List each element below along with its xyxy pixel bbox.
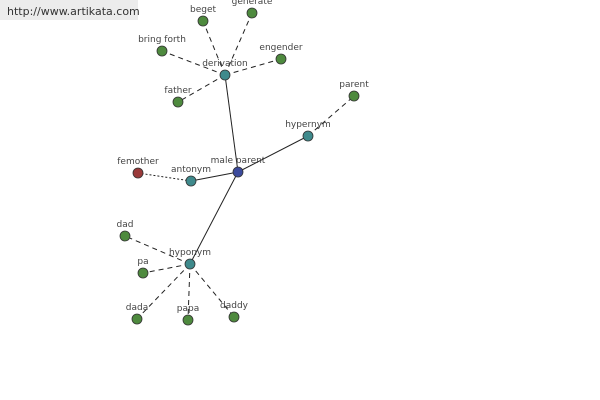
node [119,230,131,242]
node [232,166,244,178]
node-label: papa [177,304,199,314]
edges [124,12,355,321]
node-label: pa [137,257,148,267]
node [219,69,231,81]
node-label: generate [232,0,273,7]
node [132,167,144,179]
node [275,53,287,65]
edge [202,20,226,76]
node-label: antonym [171,165,211,175]
edge [224,12,253,76]
edge [187,263,191,321]
node [348,90,360,102]
node-label: femother [117,157,159,167]
node [185,175,197,187]
edge [224,74,239,173]
nodes: male parent derivation hypernym antonym hypo… [117,0,369,326]
edge [137,172,192,182]
node-label: beget [190,5,217,15]
node-label: hyponym [169,248,211,258]
watermark: http://www.artikata.com [7,5,140,18]
node [137,267,149,279]
node-label: dada [126,303,148,313]
node-label: bring forth [138,35,186,45]
edge [190,171,239,182]
node [182,314,194,326]
node [131,313,143,325]
edge [224,58,282,76]
node-label: father [164,86,191,96]
edge [136,263,191,320]
node [197,15,209,27]
watermark-box [0,0,138,20]
node [184,258,196,270]
node-label: male parent [211,156,266,166]
edge [177,74,226,103]
edge [237,135,309,173]
node-label: parent [339,80,369,90]
node-label: engender [259,43,302,53]
node [246,7,258,19]
edge [307,95,355,137]
edge [189,263,235,318]
node-label: dad [117,220,134,230]
edge [161,50,226,76]
edge [124,235,191,265]
node [302,130,314,142]
edge [189,171,239,265]
edge [142,263,191,274]
node-label: hypernym [285,120,331,130]
node [228,311,240,323]
node-label: daddy [220,301,249,311]
node [172,96,184,108]
node [156,45,168,57]
node-label: derivation [202,59,248,69]
